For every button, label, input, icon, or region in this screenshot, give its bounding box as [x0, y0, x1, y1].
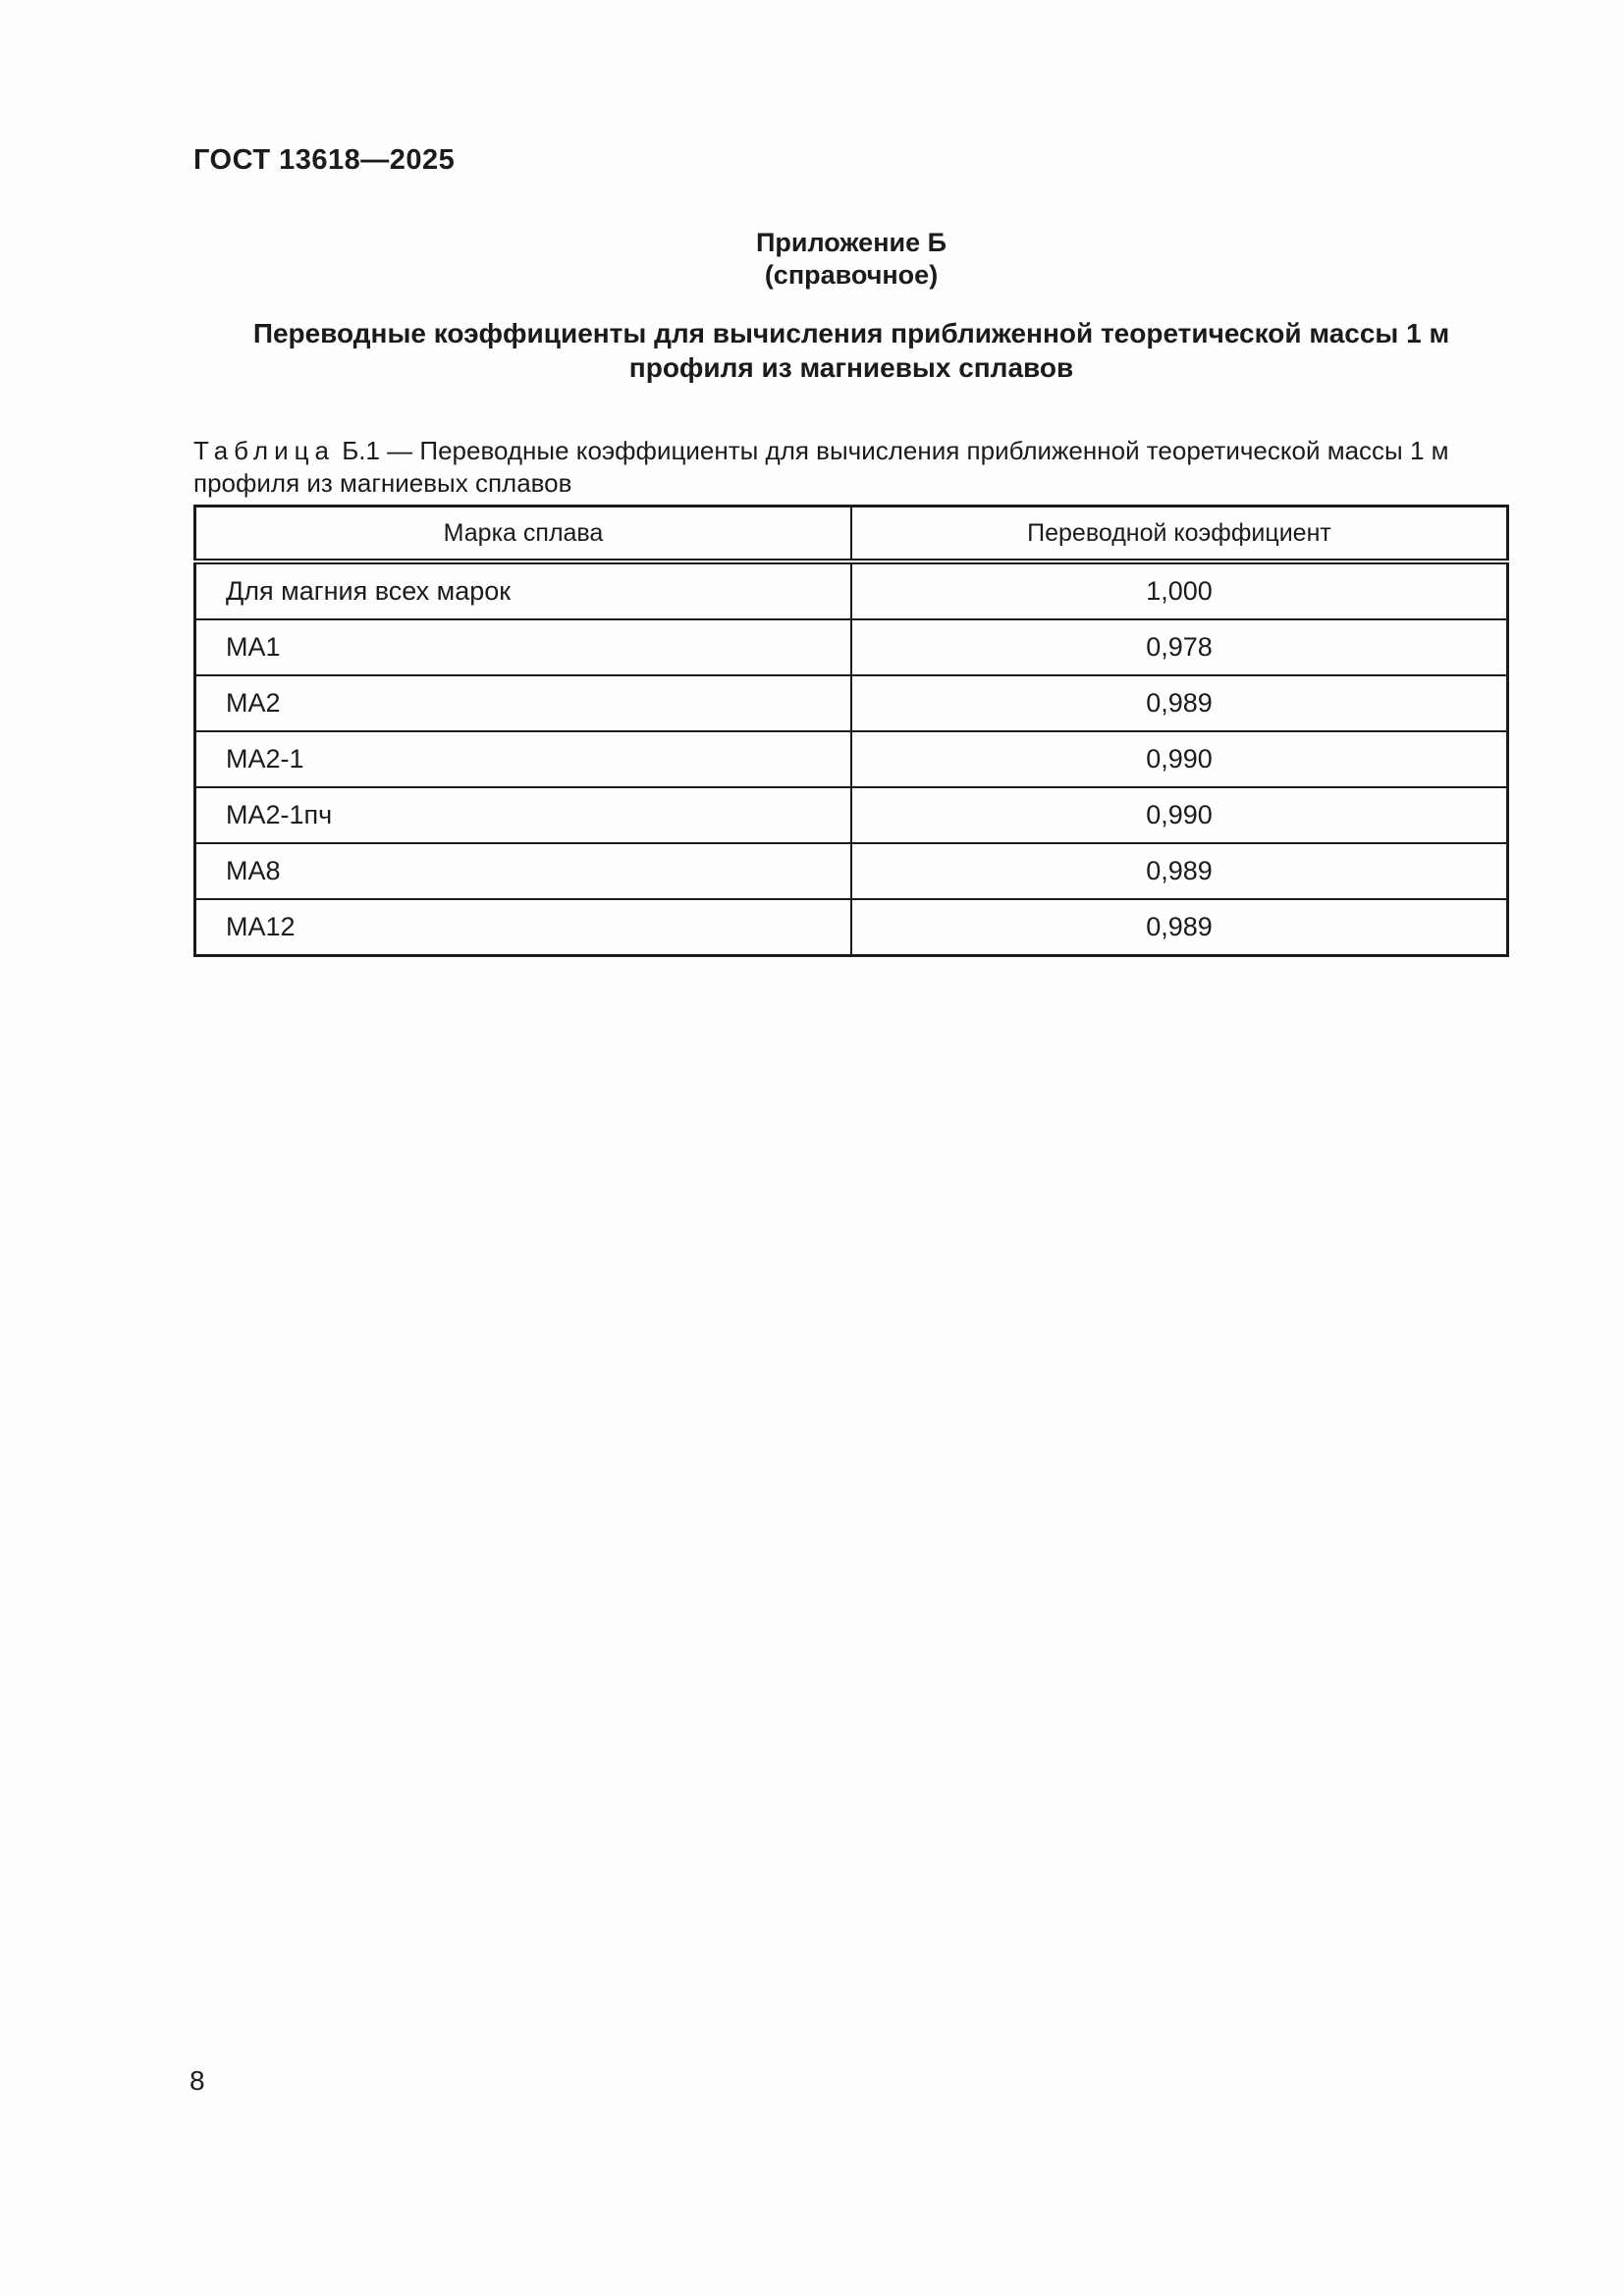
table-caption: Таблица Б.1 — Переводные коэффициенты дл…	[193, 435, 1515, 500]
alloy-grade-cell: МА2-1	[193, 730, 852, 788]
coefficient-cell: 0,989	[850, 842, 1509, 900]
table-row: Для магния всех марок 1,000	[193, 561, 1509, 620]
appendix-heading: Приложение Б (справочное)	[193, 227, 1509, 292]
alloy-table-body: Для магния всех марок 1,000 МА1 0,978 МА…	[193, 561, 1509, 957]
coefficient-cell: 0,989	[850, 674, 1509, 732]
table-caption-number: Б.1	[342, 436, 380, 465]
page-number: 8	[189, 2065, 205, 2096]
appendix-title-line-2: профиля из магниевых сплавов	[628, 352, 1074, 383]
coefficient-cell: 0,989	[850, 898, 1509, 957]
table-row: МА2-1 0,990	[193, 730, 1509, 788]
appendix-title: Переводные коэффициенты для вычисления п…	[154, 316, 1548, 385]
table-caption-text: — Переводные коэффициенты для вычисления…	[193, 436, 1449, 498]
alloy-grade-cell: МА12	[193, 898, 852, 957]
appendix-kind: (справочное)	[764, 260, 939, 290]
table-row: МА1 0,978	[193, 618, 1509, 676]
alloy-grade-cell: МА2	[193, 674, 852, 732]
coefficient-cell: 1,000	[850, 561, 1509, 620]
table-row: МА2 0,989	[193, 674, 1509, 732]
alloy-grade-cell: МА8	[193, 842, 852, 900]
appendix-title-line-1: Переводные коэффициенты для вычисления п…	[252, 318, 1450, 348]
conversion-coefficients-table: Марка сплава Переводной коэффициент Для …	[193, 505, 1509, 957]
column-header-alloy-grade: Марка сплава	[193, 505, 852, 564]
table-row: МА2-1пч 0,990	[193, 786, 1509, 844]
table-header-row: Марка сплава Переводной коэффициент	[193, 505, 1509, 564]
running-header-standard-number: ГОСТ 13618—2025	[193, 144, 456, 176]
alloy-grade-cell: МА1	[193, 618, 852, 676]
coefficient-cell: 0,978	[850, 618, 1509, 676]
alloy-grade-cell: Для магния всех марок	[193, 561, 852, 620]
coefficient-cell: 0,990	[850, 786, 1509, 844]
coefficient-cell: 0,990	[850, 730, 1509, 788]
table-row: МА12 0,989	[193, 898, 1509, 957]
table-row: МА8 0,989	[193, 842, 1509, 900]
appendix-label: Приложение Б	[755, 228, 947, 257]
table-caption-word: Таблица	[193, 436, 335, 465]
column-header-conversion-coefficient: Переводной коэффициент	[850, 505, 1509, 564]
alloy-grade-cell: МА2-1пч	[193, 786, 852, 844]
